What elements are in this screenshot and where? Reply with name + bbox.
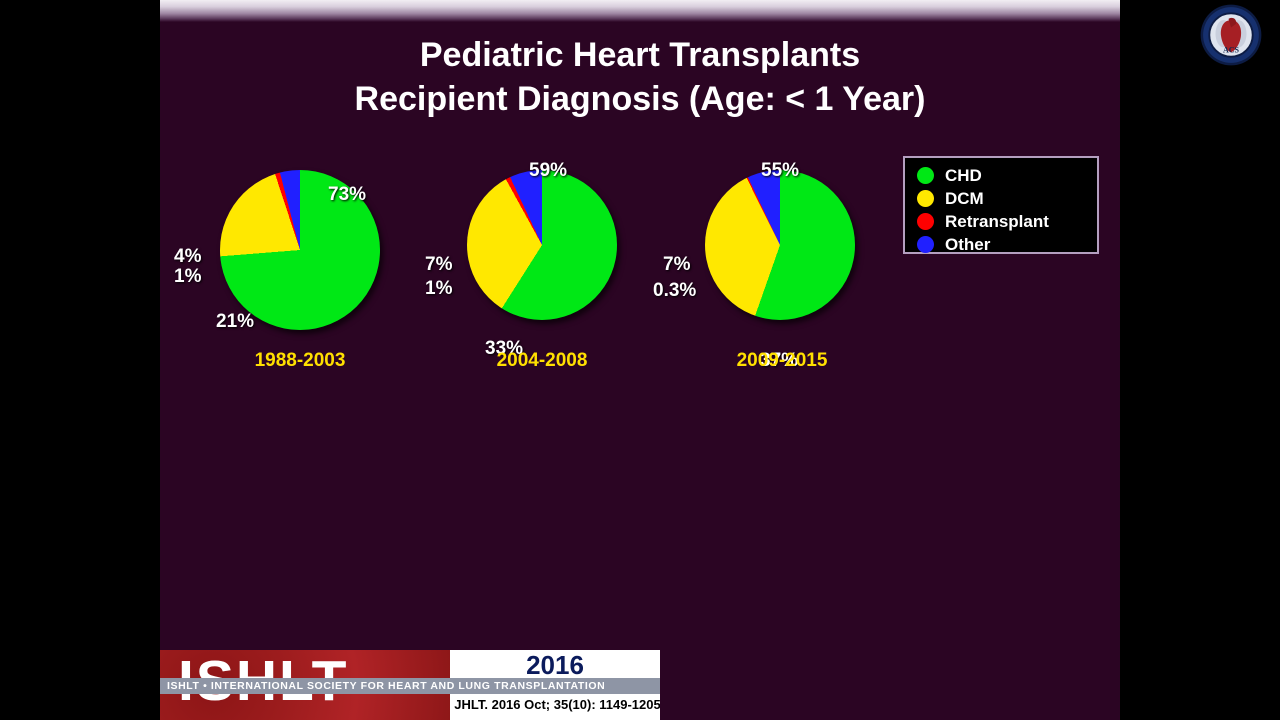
pie3-retransplant-label: 0.3% [653, 280, 697, 301]
pie3-other-label: 7% [663, 254, 691, 275]
pie-chart-1988-2003: 73% 21% 4% 1% 1988-2003 [174, 170, 380, 371]
pie2-period-label: 2004-2008 [496, 350, 588, 371]
pie-chart-2009-2015: 55% 37% 7% 0.3% 2009-2015 [653, 160, 855, 371]
pie3-period-label: 2009-2015 [736, 350, 828, 371]
legend-label: Retransplant [945, 211, 1049, 231]
slide-top-gradient-bar [160, 0, 1120, 22]
svg-text:ACS: ACS [1223, 45, 1240, 54]
legend-item-chd: CHD [917, 164, 1097, 186]
pie2-dcm-label: 33% [485, 338, 524, 359]
pie3-dcm-label: 37% [760, 350, 799, 371]
diagnosis-legend: CHD DCM Retransplant Other [903, 156, 1099, 254]
banner-year: 2016 [526, 650, 584, 680]
pie1-retransplant-label: 1% [174, 266, 202, 287]
trend-line-chart: % of Cases 022.54567.590 DCM CHD 1986198… [160, 392, 1120, 622]
journal-citation: JHLT. 2016 Oct; 35(10): 1149-1205 [454, 697, 660, 712]
pie1-period-label: 1988-2003 [254, 350, 346, 371]
pie-graphic [220, 170, 380, 330]
annals-of-cardiothoracic-surgery-logo-icon: ACS [1200, 4, 1262, 66]
pie2-other-label: 7% [425, 254, 453, 275]
ishlt-banner: ISHLT 2016 ISHLT • INTERNATIONAL SOCIETY… [160, 650, 660, 720]
banner-tagline: ISHLT • INTERNATIONAL SOCIETY FOR HEART … [167, 680, 606, 692]
legend-item-dcm: DCM [917, 187, 1097, 209]
pie3-chd-label: 55% [761, 160, 800, 181]
legend-item-retransplant: Retransplant [917, 210, 1097, 232]
banner-tagline-bar: ISHLT • INTERNATIONAL SOCIETY FOR HEART … [160, 678, 660, 694]
chd-color-swatch-icon [917, 166, 934, 184]
legend-label: Other [945, 234, 991, 254]
pie2-chd-label: 59% [529, 160, 568, 181]
legend-label: CHD [945, 165, 982, 185]
page-title: Pediatric Heart Transplants [419, 36, 861, 74]
pie1-other-label: 4% [174, 246, 202, 267]
pie-chart-2004-2008: 59% 33% 7% 1% 2004-2008 [425, 160, 617, 371]
legend-label: DCM [945, 188, 984, 208]
page-subtitle: Recipient Diagnosis (Age: < 1 Year) [354, 80, 926, 118]
other-color-swatch-icon [917, 235, 934, 253]
pie2-retransplant-label: 1% [425, 278, 453, 299]
pie-graphic [467, 170, 617, 320]
legend-item-other: Other [917, 233, 1097, 255]
pie1-chd-label: 73% [328, 184, 367, 205]
pie1-dcm-label: 21% [216, 311, 255, 332]
presentation-slide: Pediatric Heart Transplants Recipient Di… [160, 0, 1120, 720]
pie-graphic [705, 170, 855, 320]
retransplant-color-swatch-icon [917, 212, 934, 230]
dcm-color-swatch-icon [917, 189, 934, 207]
